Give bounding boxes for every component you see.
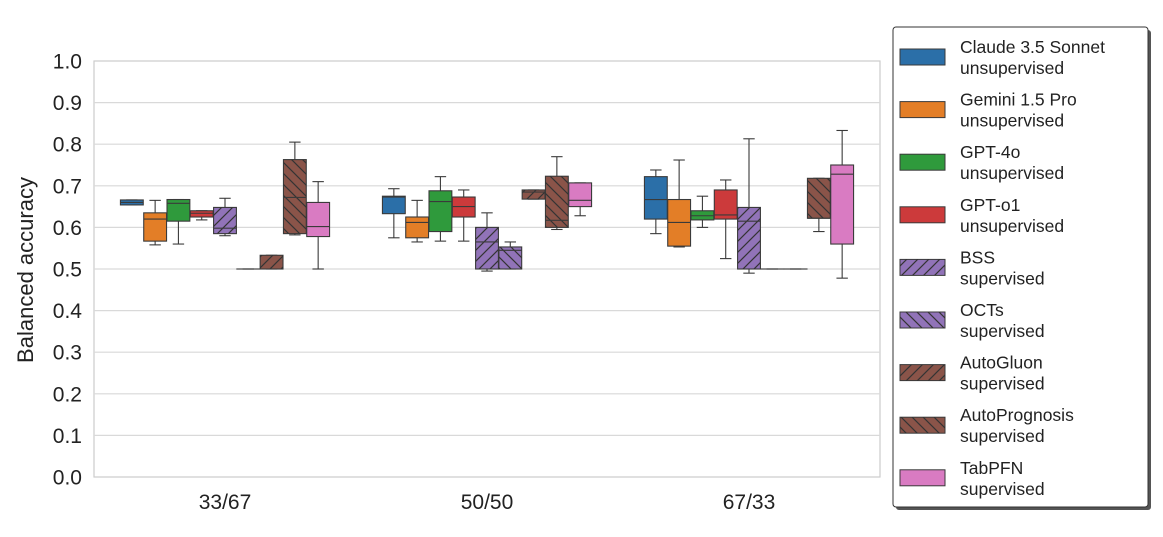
- legend-swatch: [899, 101, 946, 119]
- box-body: [381, 195, 406, 215]
- legend-swatch: [899, 206, 946, 224]
- box-plots: [119, 129, 855, 279]
- legend-label: BSS: [960, 247, 995, 267]
- box-body: [643, 176, 668, 220]
- legend-swatch-hatch: [900, 312, 945, 328]
- legend-swatch-hatch: [900, 364, 945, 381]
- box-claude-3-5-sonnet: [119, 199, 144, 206]
- box-autoprognosis: [806, 177, 831, 233]
- box-hatch: [213, 207, 237, 234]
- y-tick-label: 0.0: [53, 467, 82, 490]
- y-tick-label: 0.2: [53, 383, 82, 406]
- legend-label: OCTs: [960, 300, 1004, 320]
- box-body: [405, 216, 430, 239]
- legend-swatch-hatch: [900, 259, 945, 276]
- box-hatch: [522, 189, 545, 200]
- legend-swatch: [899, 469, 946, 487]
- box-hatch: [283, 159, 307, 234]
- legend-label: AutoPrognosis: [960, 405, 1074, 425]
- box-hatch: [807, 178, 831, 219]
- legend-sublabel: supervised: [960, 321, 1045, 341]
- legend-label: AutoGluon: [960, 353, 1043, 373]
- y-tick-label: 0.6: [53, 217, 82, 240]
- legend-sublabel: supervised: [960, 479, 1045, 499]
- box-gpt-o1: [713, 179, 738, 260]
- legend-sublabel: supervised: [960, 268, 1045, 288]
- legend-sublabel: unsupervised: [960, 216, 1064, 236]
- box-hatch: [260, 255, 283, 269]
- legend-swatch: [899, 48, 946, 66]
- legend-sublabel: unsupervised: [960, 111, 1064, 131]
- y-tick-label: 0.1: [53, 425, 82, 448]
- box-gemini-1-5-pro: [667, 159, 692, 248]
- box-body: [428, 190, 453, 233]
- box-body: [830, 164, 855, 245]
- x-tick-labels: 33/67 50/50 67/33: [199, 491, 776, 514]
- box-hatch: [475, 227, 499, 269]
- legend-frame: [892, 26, 1149, 508]
- box-body: [143, 212, 168, 242]
- y-tick-labels: 0.0 0.1 0.2 0.3 0.4 0.5 0.6 0.7 0.8 0.9 1.0: [53, 51, 83, 490]
- box-body: [306, 201, 331, 238]
- y-tick-label: 0.8: [53, 134, 82, 157]
- legend-sublabel: supervised: [960, 374, 1045, 394]
- y-axis-label: Balanced accuracy: [13, 177, 38, 363]
- box-bss: [213, 197, 237, 237]
- box-bss: [737, 138, 761, 274]
- legend-swatch-hatch: [900, 417, 945, 434]
- legend-sublabel: unsupervised: [960, 163, 1064, 183]
- y-tick-label: 0.7: [53, 175, 82, 198]
- box-body: [189, 210, 214, 218]
- legend-label: GPT-4o: [960, 142, 1020, 162]
- box-hatch: [737, 207, 761, 269]
- box-autoprognosis: [282, 141, 307, 236]
- legend-swatch: [899, 153, 946, 171]
- box-hatch: [545, 176, 569, 228]
- y-tick-label: 1.0: [53, 51, 82, 74]
- box-gemini-1-5-pro: [143, 199, 168, 246]
- legend-label: GPT-o1: [960, 195, 1020, 215]
- box-autogluon: [259, 254, 284, 270]
- box-claude-3-5-sonnet: [381, 188, 406, 239]
- x-tick-label: 33/67: [199, 491, 252, 514]
- x-tick-label: 50/50: [461, 491, 514, 514]
- y-tick-label: 0.5: [53, 259, 82, 282]
- box-bss: [475, 212, 499, 272]
- x-tick-label: 67/33: [723, 491, 776, 514]
- y-tick-label: 0.9: [53, 92, 82, 115]
- box-autogluon: [521, 189, 546, 200]
- box-hatch: [498, 246, 522, 269]
- box-claude-3-5-sonnet: [643, 169, 668, 235]
- box-gpt-o1: [451, 189, 476, 242]
- legend-label: TabPFN: [960, 458, 1023, 478]
- legend-sublabel: unsupervised: [960, 58, 1064, 78]
- legend-sublabel: supervised: [960, 426, 1045, 446]
- box-tabpfn: [306, 181, 331, 270]
- box-body: [568, 182, 593, 208]
- legend-label: Gemini 1.5 Pro: [960, 90, 1077, 110]
- box-tabpfn: [568, 182, 593, 217]
- box-autoprognosis: [544, 156, 569, 231]
- legend-label: Claude 3.5 Sonnet: [960, 37, 1105, 57]
- y-tick-label: 0.4: [53, 300, 83, 323]
- box-tabpfn: [830, 129, 855, 279]
- y-tick-label: 0.3: [53, 342, 82, 365]
- box-octs: [498, 241, 523, 270]
- box-body: [713, 189, 738, 220]
